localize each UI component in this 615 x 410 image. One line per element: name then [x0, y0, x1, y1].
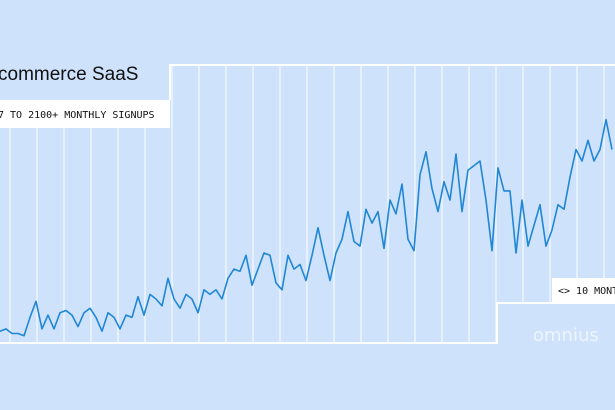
- brand: omnius: [533, 325, 599, 346]
- data-line: [0, 118, 613, 337]
- chart-title: commerce SaaS: [0, 64, 138, 85]
- annotation: <> 10 MONT: [558, 286, 615, 297]
- grid: [9, 65, 605, 343]
- annotation-box: [552, 278, 615, 303]
- subtitle: 7 TO 2100+ MONTHLY SIGNUPS: [0, 110, 155, 121]
- subtitle-box: [0, 100, 170, 128]
